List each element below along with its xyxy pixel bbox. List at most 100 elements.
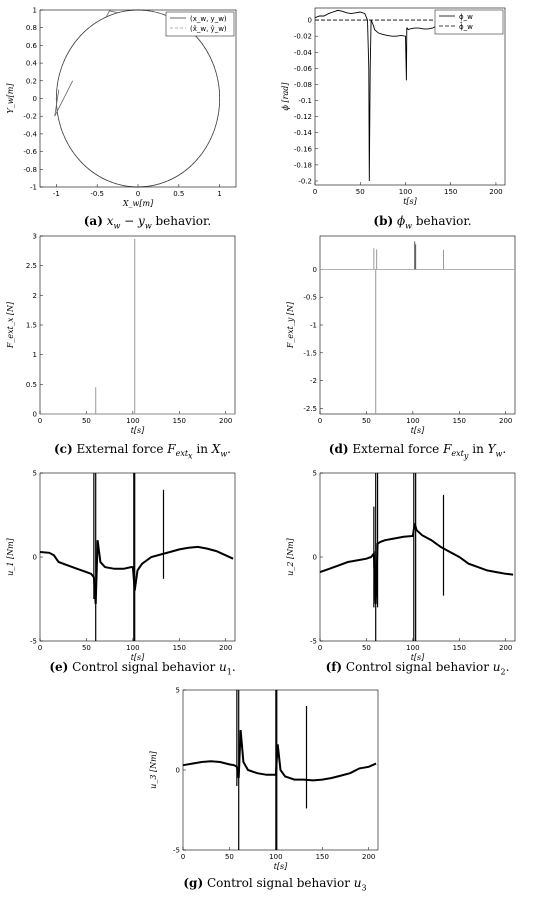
y-tick-label: -0.2 [298,177,312,185]
x-tick-label: 200 [219,417,232,425]
x-tick-label: 100 [399,188,412,196]
y-tick-label: 3 [33,233,37,241]
y-tick-label: -1 [30,184,37,192]
x-tick-label: 50 [362,644,371,652]
x-tick-label: 100 [406,417,419,425]
x-tick-label: 200 [489,188,502,196]
x-tick-label: 200 [362,853,375,861]
x-tick-label: 50 [82,644,91,652]
y-axis-label: Y_w[m] [6,83,15,114]
plot-frame [319,472,516,642]
x-tick-label: -0.5 [90,190,104,198]
y-axis-label: u_3 [Nm] [149,750,158,788]
caption-f: (f) Control signal behavior u2. [325,660,510,677]
series-line [182,729,377,782]
y-tick-label: 0.8 [26,24,37,32]
y-axis-label: u_1 [Nm] [6,537,15,575]
y-tick-label: -0.2 [23,113,37,121]
y-tick-label: -1.5 [303,349,317,357]
x-tick-label: 0.5 [173,190,184,198]
plot-frame [314,7,506,186]
y-tick-label: -2 [310,377,317,385]
legend-entry: (x̂_w, ŷ_w) [190,25,227,33]
x-axis-label: t[s] [411,426,425,435]
x-axis-label: X_w[m] [122,199,154,208]
x-tick-label: 0 [136,190,140,198]
y-tick-label: -0.18 [294,161,312,169]
plot-fext-y: 0 50 100 150 200 0 -0.5 -1 -1.5 -2 -2.5 t[s] F_ext_y… [286,235,516,435]
caption-g: (g) Control signal behavior u3 [183,876,367,893]
series-line [319,523,514,605]
x-tick-label: 200 [219,644,232,652]
y-tick-label: 2.5 [26,262,37,270]
plot-frame [39,9,237,188]
x-axis-label: t[s] [403,197,417,206]
x-tick-label: 100 [126,644,139,652]
x-tick-label: 200 [499,644,512,652]
plot-xw-yw: -1 -0.5 0 0.5 1 -1 -0.8 -0.6 -0.4 -0.2 0 0.2 0.4 0.6 0… [6,7,237,208]
series-line [39,540,234,605]
y-tick-label: -0.06 [294,65,313,73]
plot-frame [39,472,236,642]
y-tick-label: -0.4 [23,130,37,138]
x-tick-label: 0 [38,417,42,425]
x-tick-label: 200 [499,417,512,425]
y-tick-label: -0.08 [294,81,312,89]
y-tick-label: 1.5 [26,322,37,330]
y-tick-label: 2 [33,292,37,300]
y-tick-label: -5 [173,847,180,855]
y-axis-label: F_ext_y [N] [286,301,295,349]
legend-box [165,11,235,37]
x-tick-label: 150 [173,417,186,425]
plot-fext-x: 0 50 100 150 200 0 0.5 1 1.5 2 2.5 3 t[s] F_ext_x [N] [6,233,236,435]
caption-e: (e) Control signal behavior u1. [49,660,236,677]
x-tick-label: 50 [356,188,365,196]
y-tick-label: -0.14 [294,129,313,137]
plot-frame [319,235,516,415]
x-axis-label: t[s] [274,862,288,871]
x-tick-label: 100 [269,853,282,861]
x-axis-label: t[s] [411,653,425,662]
y-tick-label: -0.12 [294,113,312,121]
legend-entry: ϕ̂_w [459,22,473,31]
y-tick-label: 5 [33,470,37,478]
y-tick-label: -0.04 [294,49,313,57]
x-tick-label: 100 [126,417,139,425]
series-trajectory [55,9,221,188]
y-tick-label: -0.16 [294,145,313,153]
trajectory-disturbance [54,80,74,117]
y-tick-label: 0 [313,554,317,562]
x-axis-label: t[s] [131,653,145,662]
y-tick-label: 1 [33,351,37,359]
y-axis-label: ϕ [rad] [281,82,290,111]
x-tick-label: 150 [453,417,466,425]
y-tick-label: 5 [176,687,180,695]
x-tick-label: 150 [444,188,457,196]
caption-c: (c) External force Fextx in Xw. [54,442,231,461]
x-tick-label: 0 [313,188,317,196]
x-tick-label: 0 [38,644,42,652]
y-tick-label: 0 [33,95,37,103]
y-tick-label: -0.6 [23,148,37,156]
x-tick-label: -1 [53,190,60,198]
plot-frame [39,235,236,415]
y-tick-label: 1 [33,7,37,15]
y-tick-label: -0.5 [303,294,317,302]
legend-entry: (x_w, y_w) [190,15,227,23]
y-tick-label: 0 [33,411,37,419]
y-tick-label: -1 [310,322,317,330]
x-tick-label: 0 [318,417,322,425]
x-tick-label: 50 [362,417,371,425]
x-tick-label: 150 [316,853,329,861]
x-tick-label: 0 [318,644,322,652]
y-tick-label: 0 [313,266,317,274]
y-tick-label: -0.8 [23,166,37,174]
y-tick-label: 0 [308,17,312,25]
legend-box [434,9,504,35]
y-tick-label: -5 [30,638,37,646]
y-tick-label: 5 [313,470,317,478]
y-tick-label: 0.2 [26,77,37,85]
legend-entry: ϕ_w [459,13,473,21]
